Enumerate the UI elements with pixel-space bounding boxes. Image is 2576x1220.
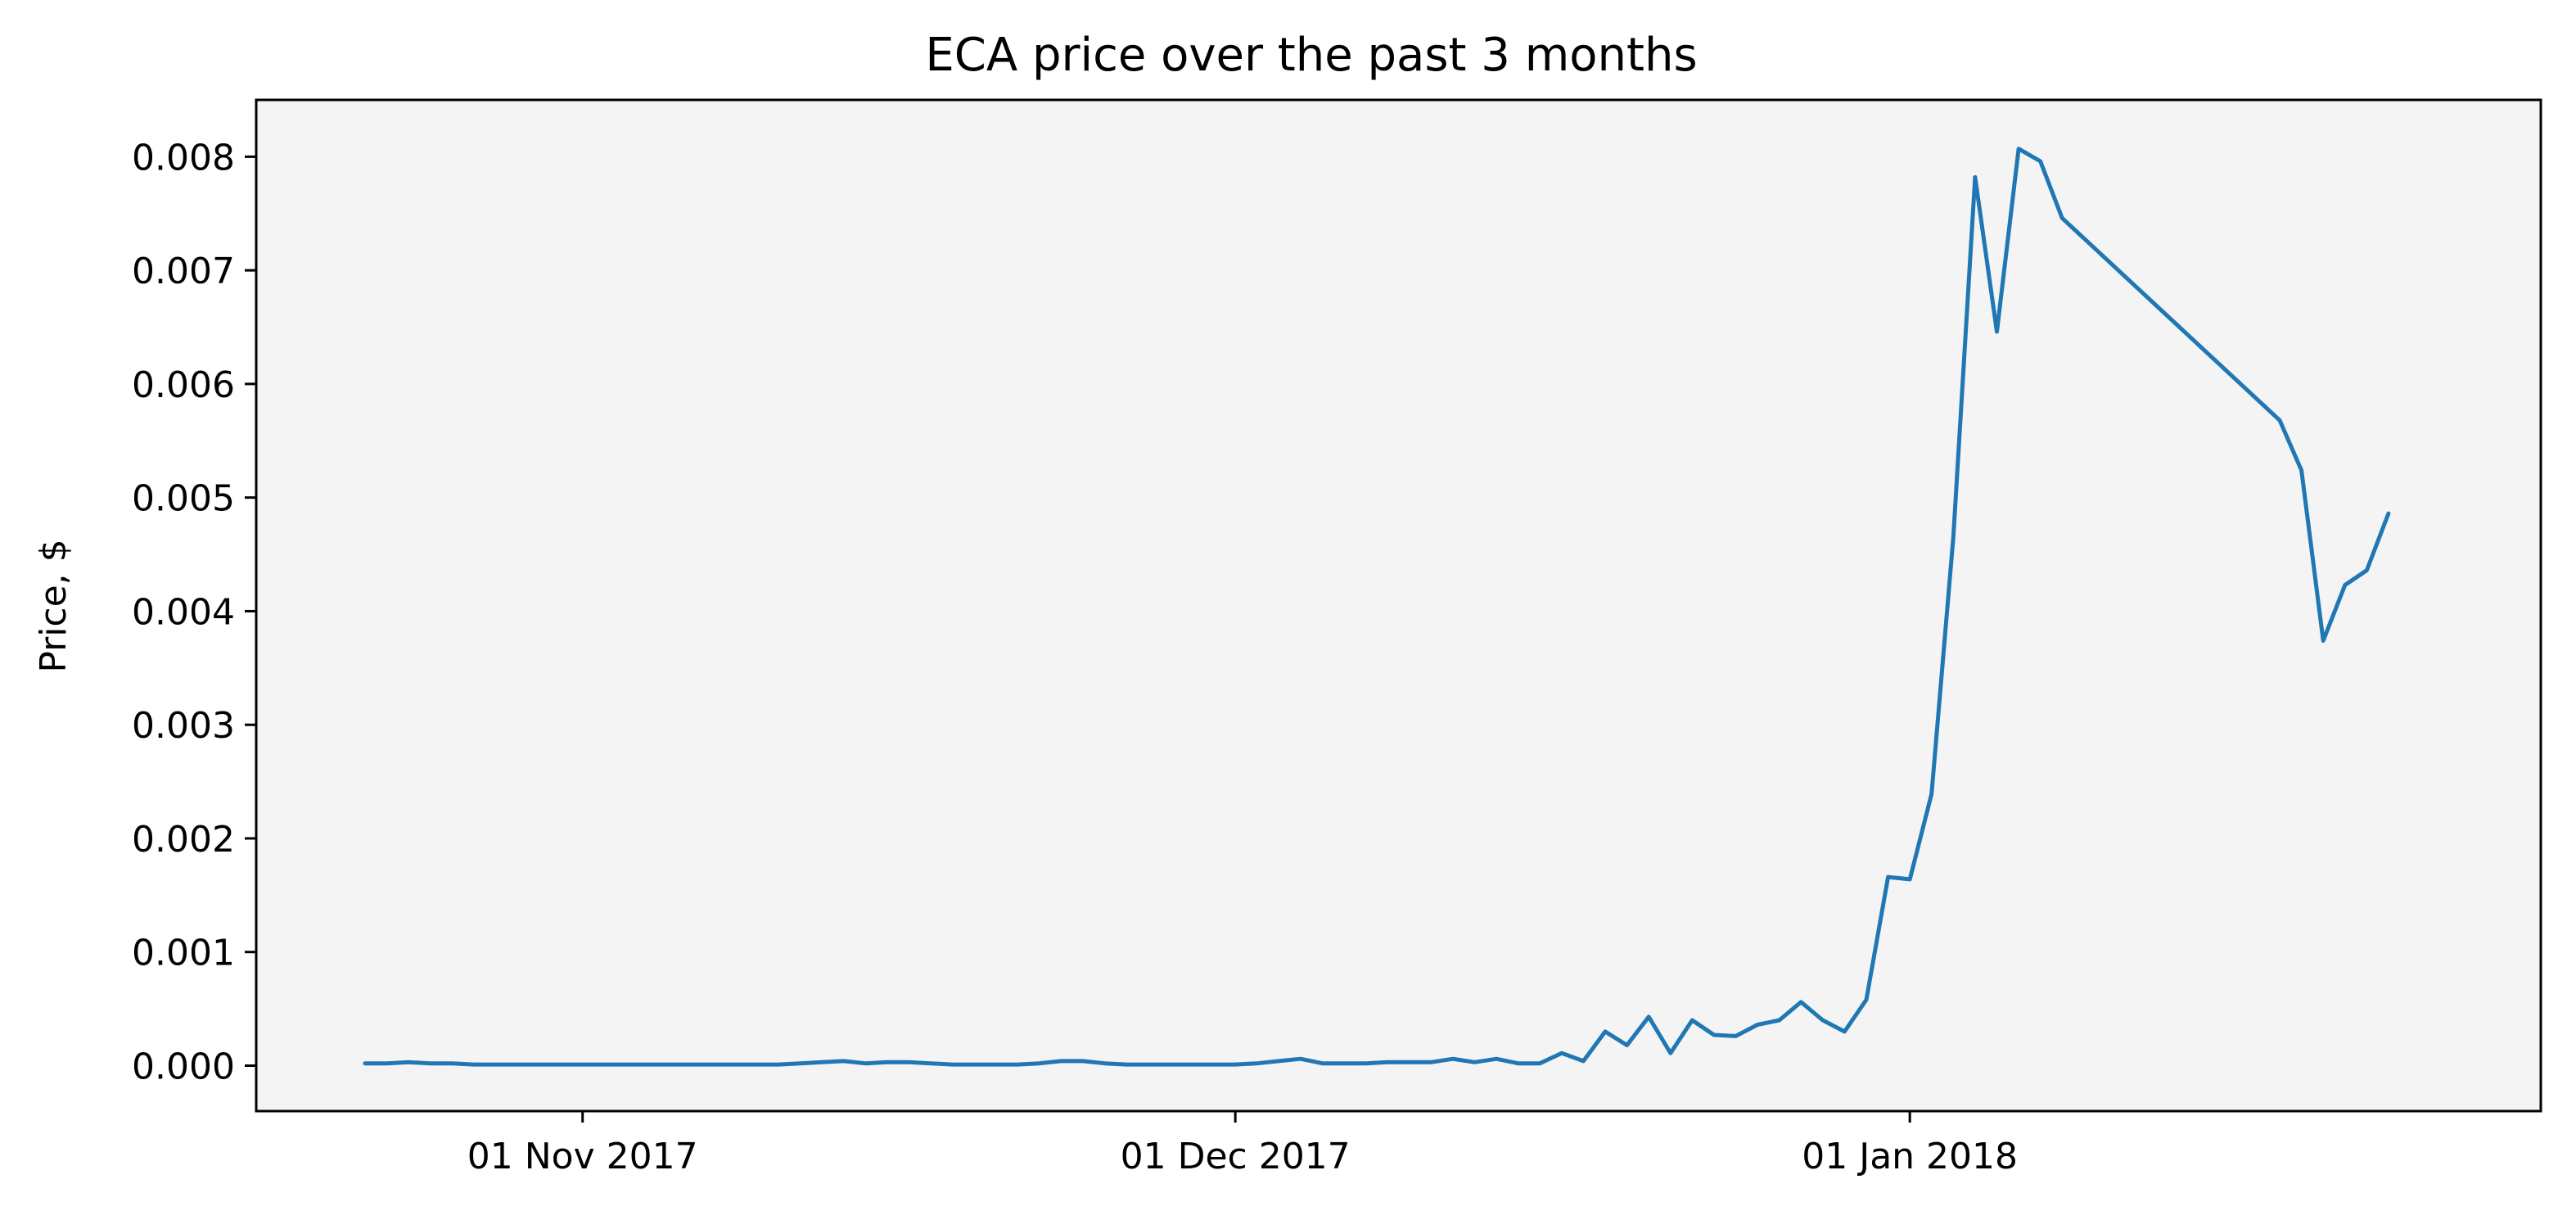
chart-title: ECA price over the past 3 months bbox=[925, 29, 1697, 82]
y-axis: 0.000 0.001 0.002 0.003 0.004 0.005 0.006 0.007… bbox=[132, 137, 256, 1087]
x-tick-label: 01 Jan 2018 bbox=[1802, 1136, 2018, 1177]
y-tick-label: 0.005 bbox=[132, 478, 235, 520]
y-tick-label: 0.006 bbox=[132, 364, 235, 406]
price-line bbox=[363, 147, 2391, 1067]
y-tick-label: 0.000 bbox=[132, 1046, 235, 1087]
x-axis: 01 Nov 2017 01 Dec 2017 01 Jan 2018 bbox=[467, 1111, 2018, 1177]
y-tick-label: 0.004 bbox=[132, 591, 235, 633]
y-tick-label: 0.001 bbox=[132, 933, 235, 974]
y-tick-label: 0.008 bbox=[132, 137, 235, 178]
x-tick-label: 01 Nov 2017 bbox=[467, 1136, 698, 1177]
plot-area bbox=[256, 100, 2541, 1111]
x-tick-label: 01 Dec 2017 bbox=[1121, 1136, 1351, 1177]
plot-frame bbox=[255, 98, 2542, 1113]
y-tick-label: 0.003 bbox=[132, 705, 235, 747]
y-axis-label: Price, $ bbox=[33, 539, 74, 672]
y-tick-label: 0.002 bbox=[132, 819, 235, 861]
y-tick-label: 0.007 bbox=[132, 251, 235, 292]
